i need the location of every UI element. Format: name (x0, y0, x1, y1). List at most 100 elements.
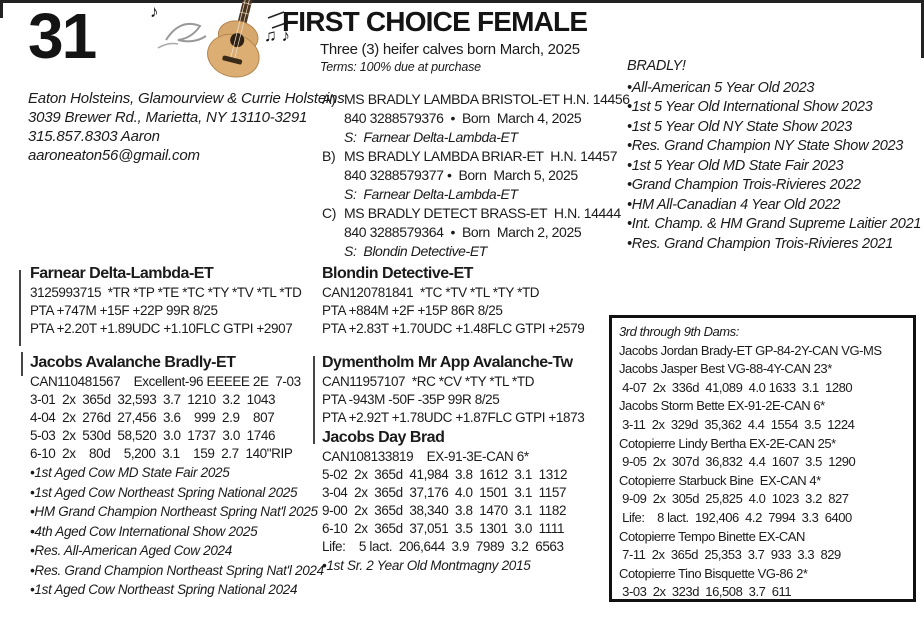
sire-pta-line: PTA +2.92T +1.78UDC +1.87FLC GTPI +1873 (322, 410, 585, 425)
sire-blondin-block: Blondin Detective-ET CAN120781841 *TC *T… (322, 264, 585, 338)
consignor-address: 3039 Brewer Rd., Marietta, NY 13110-3291 (28, 109, 308, 126)
guitar-string (230, 0, 253, 58)
dam-award: •1st Aged Cow Northeast Spring National … (30, 484, 298, 500)
lot-choices: A) MS BRADLY LAMBDA BRISTOL-ET H.N. 14456… (322, 90, 630, 261)
lot-b-name: B) MS BRADLY LAMBDA BRIAR-ET H.N. 14457 (322, 148, 618, 164)
awards-title: BRADLY! (627, 58, 686, 74)
lactation-record: 3-01 2x 365d 32,593 3.7 1210 3.2 1043 (30, 392, 276, 407)
bradly-awards: BRADLY! •All-American 5 Year Old 2023 •1… (627, 57, 921, 254)
pedigree-connector-line (313, 356, 315, 444)
lactation-record: 9-00 2x 365d 38,340 3.8 1470 3.1 1182 (322, 503, 567, 518)
sire-dymentholm-block: Dymentholm Mr App Avalanche-Tw CAN119571… (322, 353, 585, 427)
dam-award: •1st Aged Cow Northeast Spring National … (30, 582, 298, 597)
consignor-block: Eaton Holsteins, Glamourview & Currie Ho… (28, 89, 345, 165)
award-item: •1st 5 Year Old NY State Show 2023 (627, 118, 852, 135)
sire-pta-line: PTA +2.83T +1.70UDC +1.48FLC GTPI +2579 (322, 321, 585, 336)
dam-name-line: Cotopierre Starbuck Bine EX-CAN 4* (619, 472, 821, 488)
lot-a-label: A) (322, 91, 336, 107)
lot-c-sire: S: Blondin Detective-ET (344, 243, 487, 259)
dam-reg-line: CAN110481567 Excellent-96 EEEEE 2E 7-03 (30, 374, 301, 389)
lot-b-label: B) (322, 148, 336, 164)
guitar-group (207, 0, 260, 78)
dam-record-line: 9-05 2x 307d 36,832 4.4 1607 3.5 1290 (619, 454, 856, 470)
lactation-record: 5-02 2x 365d 41,984 3.8 1612 3.1 1312 (322, 467, 568, 482)
page-left-border (0, 0, 3, 18)
award-item: •Grand Champion Trois-Rivieres 2022 (627, 177, 861, 193)
terms-line: Terms: 100% due at purchase (320, 60, 481, 74)
dam-record-line: 7-11 2x 365d 25,353 3.7 933 3.3 829 (619, 547, 841, 563)
page-title: FIRST CHOICE FEMALE (282, 6, 588, 37)
award-item: •1st 5 Year Old International Show 2023 (627, 99, 873, 115)
pedigree-connector-line (21, 352, 23, 376)
award-item: •All-American 5 Year Old 2023 (627, 79, 815, 96)
dam-name-line: Cotopierre Tino Bisquette VG-86 2* (619, 565, 808, 581)
dam-award: •4th Aged Cow International Show 2025 (30, 523, 258, 539)
lot-b-sire: S: Farnear Delta-Lambda-ET (344, 186, 518, 202)
dam-award: •1st Sr. 2 Year Old Montmagny 2015 (322, 558, 531, 573)
lot-c-id: 840 3288579364 • Born March 2, 2025 (344, 224, 582, 240)
award-item: •HM All-Canadian 4 Year Old 2022 (627, 196, 841, 213)
dam-award: •1st Aged Cow MD State Fair 2025 (30, 465, 230, 480)
dam-name-line: Jacobs Jordan Brady-ET GP-84-2Y-CAN VG-M… (619, 342, 882, 358)
dam-name: Jacobs Avalanche Bradly-ET (30, 354, 236, 371)
consignor-phone: 315.857.8303 Aaron (28, 128, 160, 145)
dam-name-line: Cotopierre Tempo Binette EX-CAN (619, 528, 805, 544)
award-item: •1st 5 Year Old MD State Fair 2023 (627, 157, 844, 174)
dam-record-line: 4-07 2x 336d 41,089 4.0 1633 3.1 1280 (619, 379, 853, 395)
dam-day-brad-block: Jacobs Day Brad CAN108133819 EX-91-3E-CA… (322, 428, 568, 576)
horn-swirl (165, 22, 207, 43)
page-right-border (921, 0, 924, 58)
guitar-graphic (157, 0, 287, 78)
dam-award: •Res. Grand Champion Northeast Spring Na… (30, 562, 324, 578)
horn-swirl-2 (157, 42, 179, 49)
dam-name-line: Cotopierre Lindy Bertha EX-2E-CAN 25* (619, 435, 836, 451)
lactation-record: 5-03 2x 530d 58,520 3.0 1737 3.0 1746 (30, 428, 276, 443)
sire-name: Dymentholm Mr App Avalanche-Tw (322, 354, 573, 371)
lactation-record: 4-04 2x 276d 27,456 3.6 999 2.9 807 (30, 410, 275, 425)
guitar-neck (235, 0, 259, 32)
lactation-record: 6-10 2x 365d 37,051 3.5 1301 3.0 1111 (322, 521, 565, 536)
guitar-fret (242, 1, 252, 5)
dam-bradly-block: Jacobs Avalanche Bradly-ET CAN110481567 … (30, 353, 324, 600)
dam-name: Jacobs Day Brad (322, 429, 445, 446)
award-item: •Res. Grand Champion Trois-Rivieres 2021 (627, 235, 893, 252)
sire-pta-line: PTA -943M -50F -35P 99R 8/25 (322, 392, 500, 407)
sire-farnear-block: Farnear Delta-Lambda-ET 3125993715 *TR *… (30, 264, 302, 338)
page-top-border (0, 0, 924, 3)
further-dams-box: 3rd through 9th Dams: Jacobs Jordan Brad… (609, 315, 916, 602)
lot-number: 31 (28, 0, 97, 72)
music-staff-lines (267, 11, 287, 29)
lot-c-name: C) MS BRADLY DETECT BRASS-ET H.N. 14444 (322, 205, 621, 221)
lactation-record: Life: 5 lact. 206,644 3.9 7989 3.2 6563 (322, 539, 564, 554)
dam-award: •HM Grand Champion Northeast Spring Nat'… (30, 504, 318, 519)
lot-b-id: 840 3288579377 • Born March 5, 2025 (344, 167, 578, 183)
sire-name: Farnear Delta-Lambda-ET (30, 265, 214, 282)
dam-name-line: Jacobs Storm Bette EX-91-2E-CAN 6* (619, 398, 825, 414)
lactation-record: 6-10 2x 80d 5,200 3.1 159 2.7 140"RIP (30, 446, 293, 461)
guitar-bridge (222, 55, 243, 65)
sire-reg-line: CAN120781841 *TC *TV *TL *TY *TD (322, 285, 540, 300)
sire-reg-line: CAN11957107 *RC *CV *TY *TL *TD (322, 374, 535, 389)
lot-subtitle: Three (3) heifer calves born March, 2025 (320, 41, 580, 58)
guitar-string (234, 0, 257, 59)
dam-record-line: 3-11 2x 329d 35,362 4.4 1554 3.5 1224 (619, 416, 855, 432)
sire-name: Blondin Detective-ET (322, 265, 473, 282)
dams-box-title: 3rd through 9th Dams: (619, 324, 739, 339)
lactation-record: 3-04 2x 365d 37,176 4.0 1501 3.1 1157 (322, 485, 567, 500)
music-note-icon: ♫ ♪ (264, 26, 290, 45)
guitar-fret (239, 11, 249, 15)
consignor-name: Eaton Holsteins, Glamourview & Currie Ho… (28, 90, 345, 107)
dam-award: •Res. All-American Aged Cow 2024 (30, 543, 232, 558)
sire-pta-line: PTA +884M +2F +15P 86R 8/25 (322, 303, 503, 318)
guitar-image: ♪ ♫ ♪ (148, 0, 304, 80)
lot-a-sire: S: Farnear Delta-Lambda-ET (344, 129, 518, 145)
dam-record-line: 3-03 2x 323d 16,508 3.7 611 (619, 584, 792, 600)
lot-a-name: A) MS BRADLY LAMBDA BRISTOL-ET H.N. 14456 (322, 91, 630, 107)
lot-a-id: 840 3288579376 • Born March 4, 2025 (344, 110, 582, 126)
dam-record-line: 9-09 2x 305d 25,825 4.0 1023 3.2 827 (619, 491, 849, 507)
music-note-icon: ♪ (150, 2, 159, 21)
dam-record-line: Life: 8 lact. 192,406 4.2 7994 3.3 6400 (619, 509, 852, 525)
sound-hole (230, 33, 245, 48)
lot-c-label: C) (322, 205, 336, 221)
